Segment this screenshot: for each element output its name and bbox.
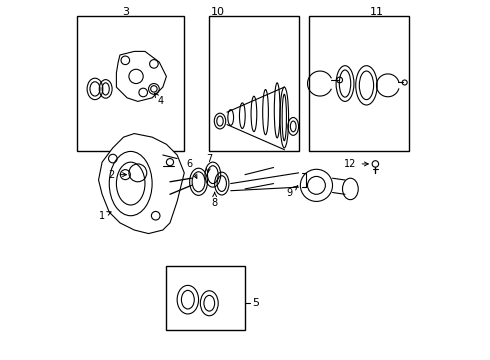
Text: 4: 4: [154, 93, 164, 107]
Text: 7: 7: [206, 154, 212, 172]
Polygon shape: [117, 51, 167, 102]
Text: 11: 11: [370, 7, 384, 17]
Text: 1: 1: [99, 211, 111, 221]
Text: 3: 3: [122, 7, 129, 17]
Text: 2: 2: [108, 170, 126, 180]
Bar: [167, 266, 245, 330]
Bar: [309, 16, 409, 152]
Text: 6: 6: [187, 159, 197, 178]
Text: 5: 5: [252, 298, 259, 308]
Text: 10: 10: [211, 7, 225, 17]
Text: 8: 8: [212, 193, 218, 208]
Polygon shape: [98, 134, 184, 234]
Bar: [77, 16, 184, 152]
Text: 9: 9: [287, 186, 298, 198]
Text: 12: 12: [344, 159, 368, 169]
Bar: [209, 16, 298, 152]
